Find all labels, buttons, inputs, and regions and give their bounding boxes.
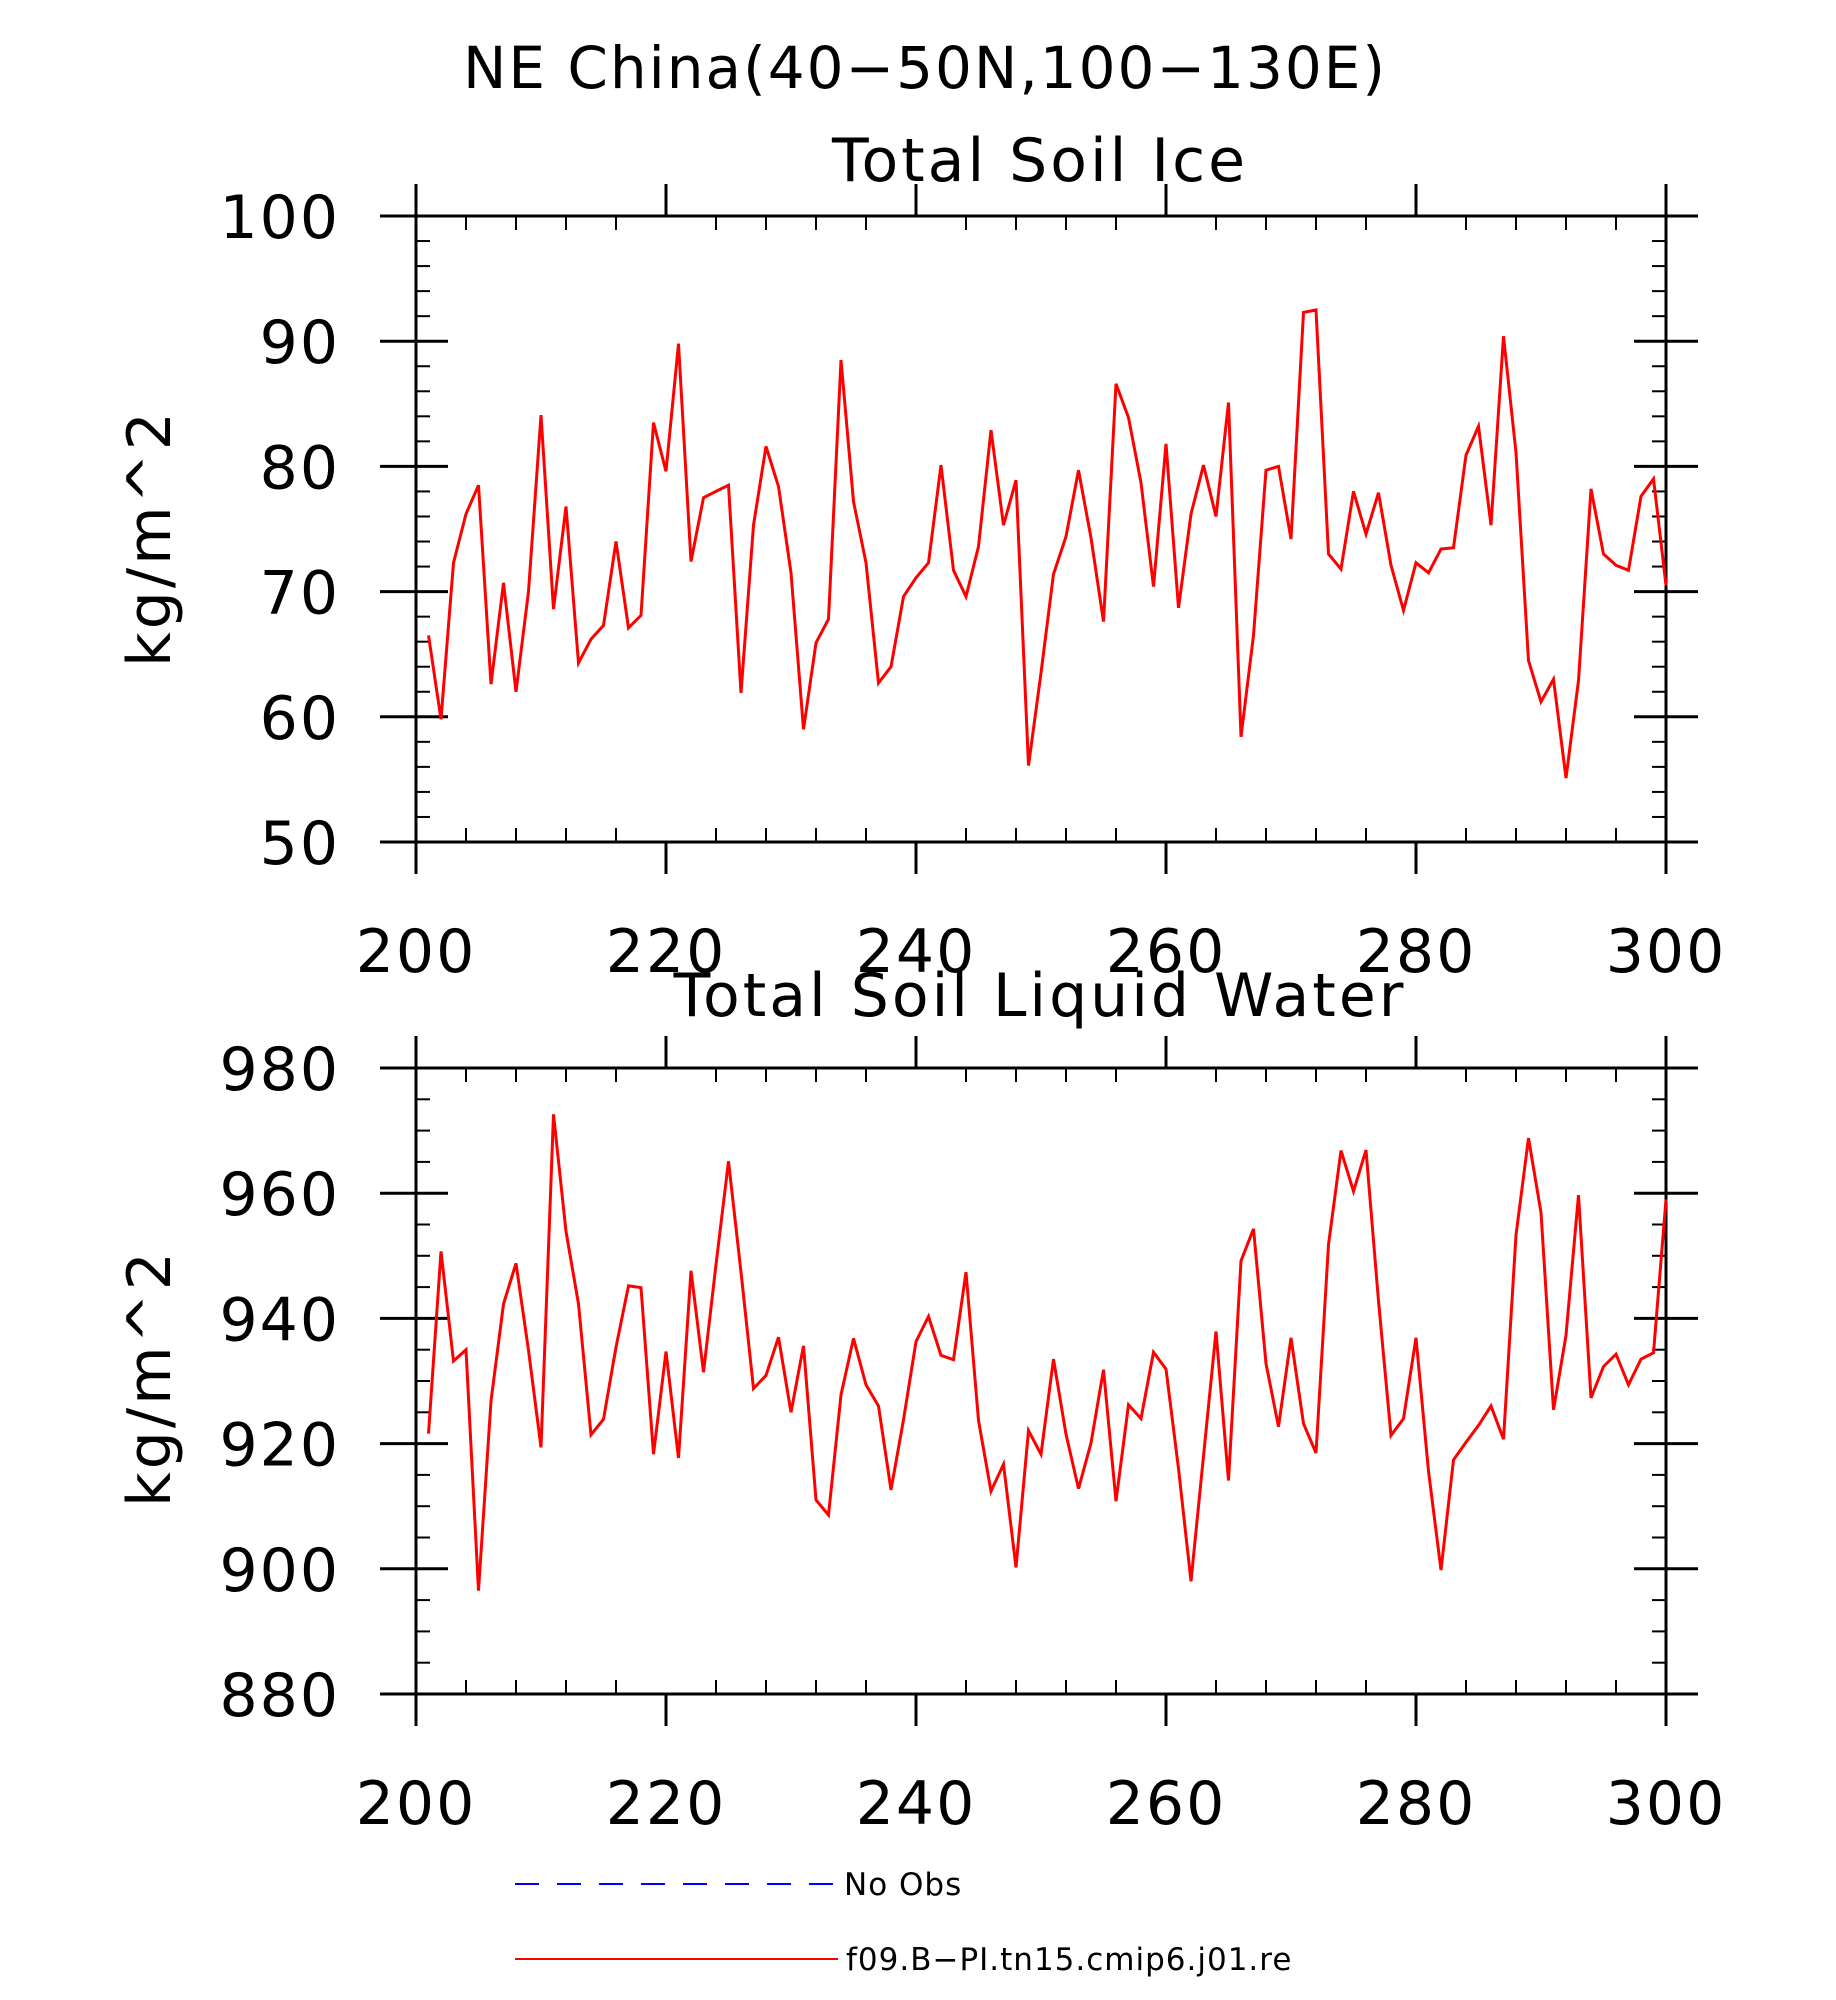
y-tick-label: 60 [260, 684, 340, 754]
legend-label-no-obs: No Obs [844, 1867, 962, 1903]
panel-title-soil-ice: Total Soil Ice [831, 126, 1248, 196]
x-tick-label: 200 [356, 1769, 477, 1839]
y-axis-label-soil-ice: kg/m^2 [115, 409, 185, 667]
series-line [427, 308, 1668, 779]
y-axis-label-soil-liquid-water: kg/m^2 [115, 1249, 185, 1507]
x-tick-label: 280 [1356, 917, 1477, 987]
y-tick-label: 80 [260, 433, 340, 503]
x-tick-label: 220 [606, 917, 727, 987]
x-tick-label: 300 [1606, 917, 1727, 987]
plot-frame [414, 214, 1668, 844]
panel-total-soil-liquid-water: Total Soil Liquid Water kg/m^2 200 220 240… [115, 961, 1727, 1839]
y-tick-label: 900 [219, 1536, 340, 1606]
plot-frame [414, 1066, 1668, 1696]
series-line [427, 1114, 1668, 1591]
x-tick-label: 200 [356, 917, 477, 987]
y-tick-label: 940 [219, 1285, 340, 1355]
x-tick-label: 260 [1106, 1769, 1227, 1839]
legend-label-model-run: f09.B−PI.tn15.cmip6.j01.re [846, 1942, 1292, 1978]
legend: No Obs f09.B−PI.tn15.cmip6.j01.re [515, 1867, 1292, 1978]
x-tick-label: 240 [856, 917, 977, 987]
x-tick-label: 260 [1106, 917, 1227, 987]
panel-title-soil-liquid-water: Total Soil Liquid Water [673, 961, 1407, 1031]
page-title: NE China(40−50N,100−130E) [463, 34, 1387, 102]
x-tick-label: 280 [1356, 1769, 1477, 1839]
x-tick-label: 300 [1606, 1769, 1727, 1839]
x-tick-label: 240 [856, 1769, 977, 1839]
y-tick-label: 980 [219, 1035, 340, 1105]
x-tick-label: 220 [606, 1769, 727, 1839]
y-tick-label: 920 [219, 1411, 340, 1481]
y-tick-label: 960 [219, 1160, 340, 1230]
y-tick-label: 70 [260, 559, 340, 629]
y-tick-label: 90 [260, 308, 340, 378]
y-tick-label: 50 [260, 809, 340, 879]
y-tick-label: 100 [219, 183, 340, 253]
panel-total-soil-ice: Total Soil Ice kg/m^2 200 220 240 260 280 300… [115, 126, 1727, 987]
y-tick-label: 880 [219, 1661, 340, 1731]
